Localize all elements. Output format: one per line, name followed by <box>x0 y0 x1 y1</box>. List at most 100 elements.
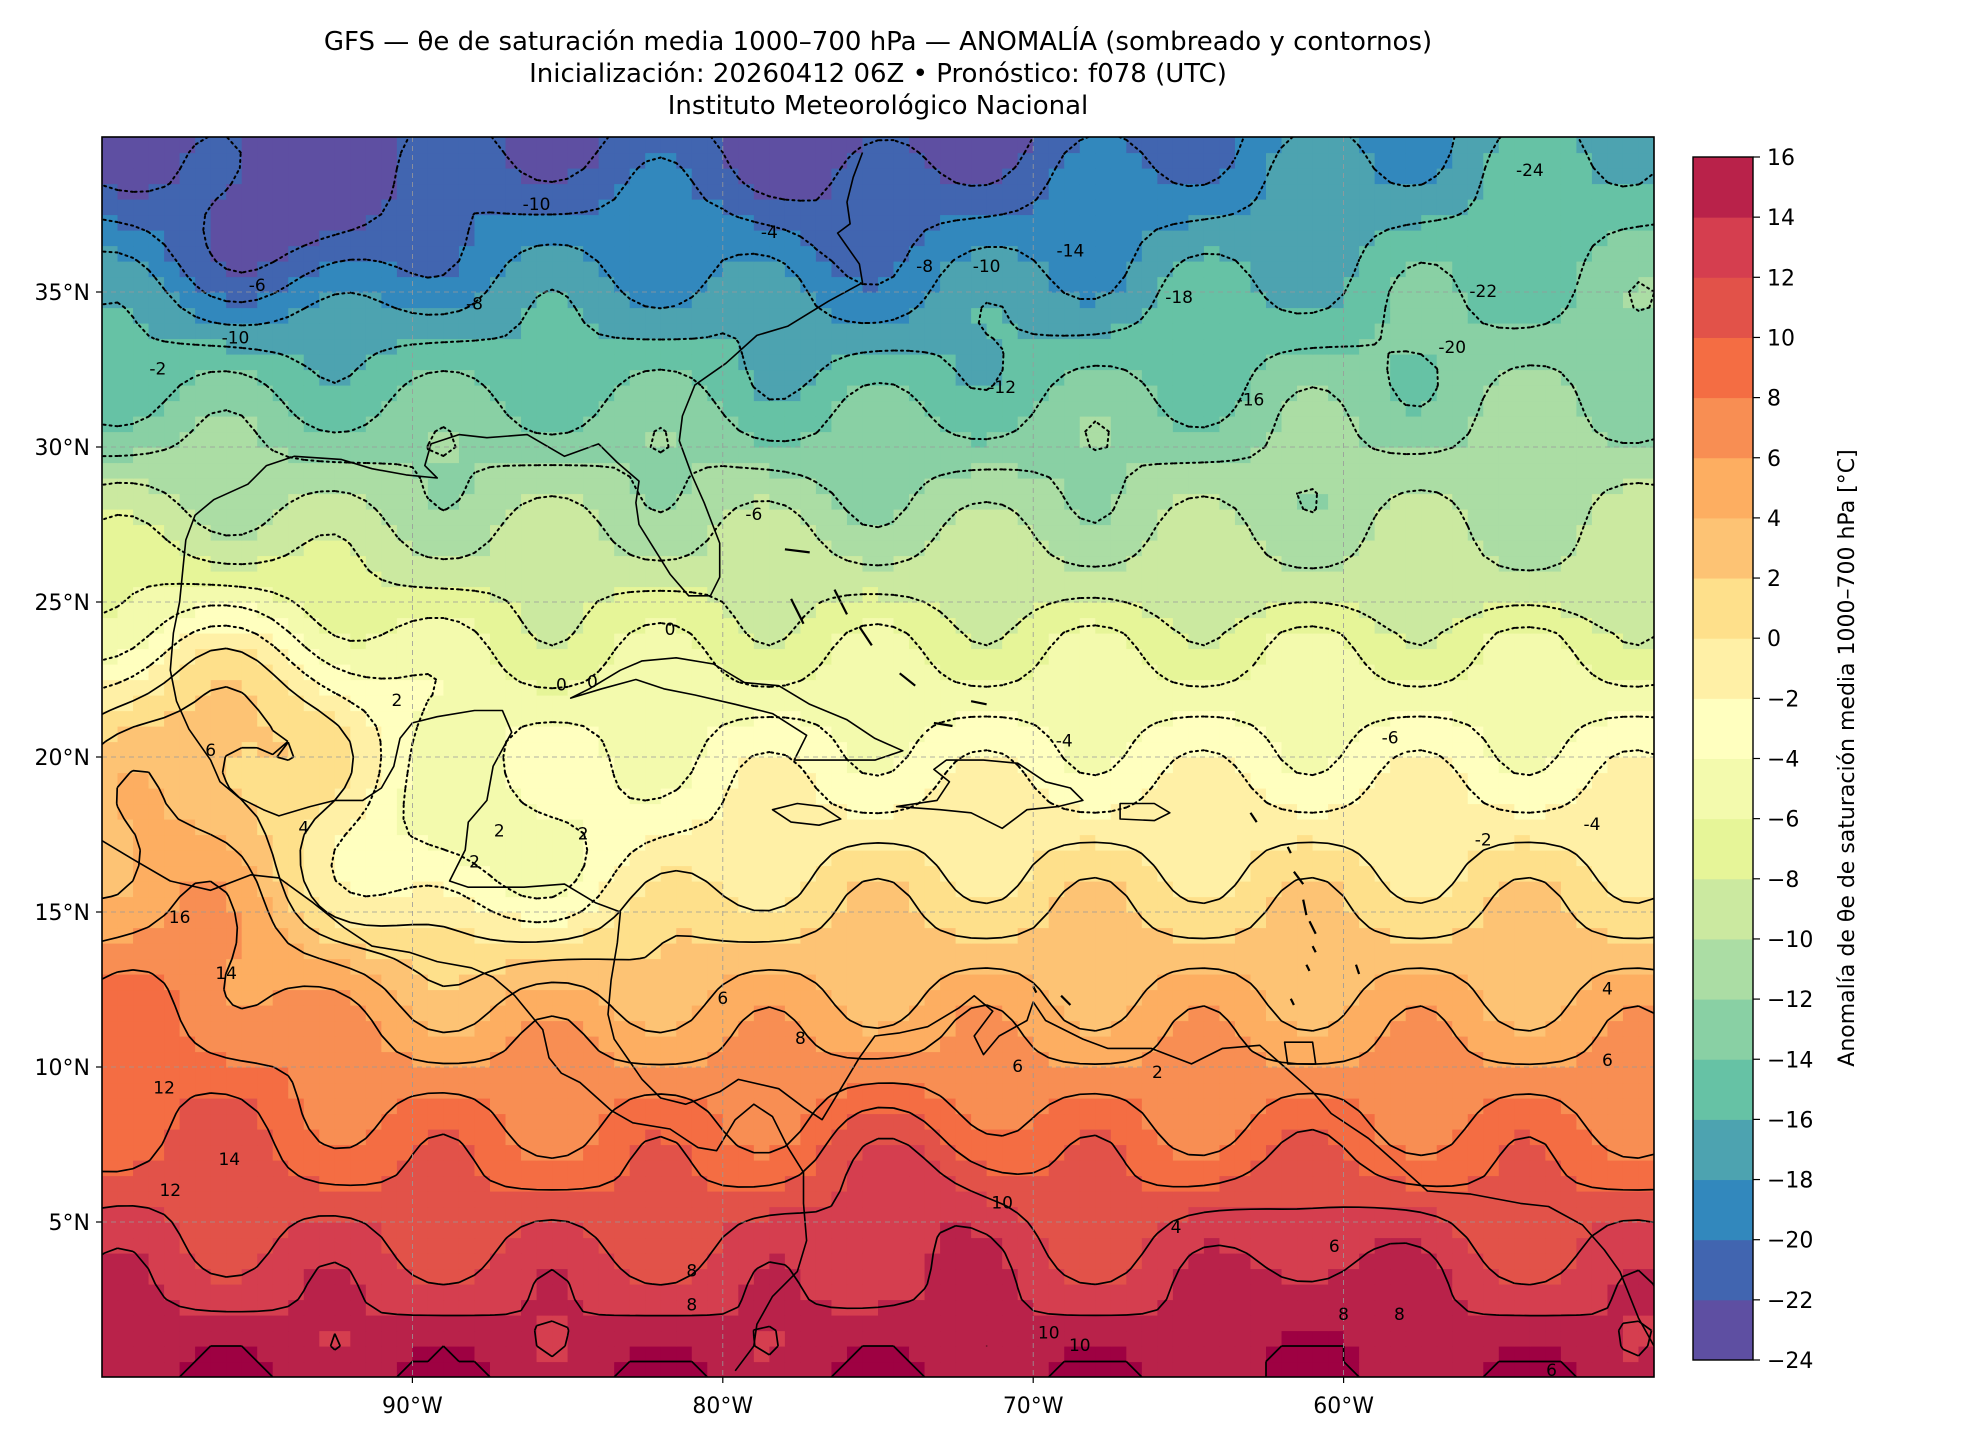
anomaly-cell <box>1467 1315 1484 1332</box>
anomaly-cell <box>536 1222 553 1239</box>
anomaly-cell <box>210 1113 227 1130</box>
anomaly-cell <box>412 1098 429 1115</box>
anomaly-cell <box>753 1067 770 1084</box>
anomaly-cell <box>940 1051 957 1068</box>
anomaly-cell <box>1188 1082 1205 1099</box>
anomaly-cell <box>272 1036 289 1053</box>
anomaly-cell <box>1281 1113 1298 1130</box>
anomaly-cell <box>257 850 274 867</box>
anomaly-cell <box>210 1144 227 1161</box>
anomaly-cell <box>1312 726 1329 743</box>
anomaly-cell <box>1064 1253 1081 1270</box>
anomaly-cell <box>1250 958 1267 975</box>
anomaly-cell <box>1110 695 1127 712</box>
anomaly-cell <box>241 1315 258 1332</box>
anomaly-cell <box>1374 819 1391 836</box>
anomaly-cell <box>1219 943 1236 960</box>
anomaly-cell <box>1172 726 1189 743</box>
anomaly-cell <box>1529 757 1546 774</box>
anomaly-cell <box>1002 834 1019 851</box>
anomaly-cell <box>815 1067 833 1084</box>
anomaly-cell <box>1591 726 1609 743</box>
anomaly-cell <box>862 772 879 789</box>
anomaly-cell <box>1514 648 1531 665</box>
anomaly-cell <box>955 881 972 898</box>
anomaly-cell <box>831 850 848 867</box>
anomaly-cell <box>629 958 646 975</box>
anomaly-cell <box>1188 943 1205 960</box>
anomaly-cell <box>474 1005 491 1022</box>
anomaly-cell <box>505 1191 522 1208</box>
anomaly-cell <box>179 1160 196 1177</box>
anomaly-cell <box>1266 865 1283 882</box>
anomaly-cell <box>1297 679 1314 696</box>
anomaly-cell <box>1281 943 1298 960</box>
anomaly-cell <box>1576 772 1593 789</box>
anomaly-cell <box>753 1299 770 1316</box>
anomaly-cell <box>536 633 553 650</box>
anomaly-cell <box>1172 741 1189 758</box>
anomaly-cell <box>955 1361 972 1377</box>
anomaly-cell <box>303 1299 320 1316</box>
anomaly-cell <box>1002 726 1019 743</box>
anomaly-cell <box>1607 617 1624 634</box>
anomaly-cell <box>878 881 895 898</box>
anomaly-cell <box>490 757 507 774</box>
anomaly-cell <box>1219 1222 1236 1239</box>
anomaly-cell <box>1436 881 1453 898</box>
anomaly-cell <box>1529 772 1546 789</box>
anomaly-cell <box>878 1253 895 1270</box>
anomaly-cell <box>490 896 507 913</box>
anomaly-cell <box>1483 1222 1500 1239</box>
anomaly-cell <box>179 741 196 758</box>
anomaly-cell <box>1266 664 1283 681</box>
anomaly-cell <box>1312 896 1329 913</box>
anomaly-cell <box>288 1051 305 1068</box>
anomaly-cell <box>1250 1129 1267 1146</box>
anomaly-cell <box>753 695 770 712</box>
anomaly-cell <box>1188 1315 1205 1332</box>
anomaly-cell <box>1203 602 1221 619</box>
anomaly-cell <box>1064 1098 1081 1115</box>
anomaly-cell <box>1607 1299 1624 1316</box>
anomaly-cell <box>893 865 910 882</box>
anomaly-cell <box>862 865 879 882</box>
anomaly-cell <box>800 1222 817 1239</box>
anomaly-cell <box>1514 726 1531 743</box>
anomaly-cell <box>986 1346 1003 1363</box>
anomaly-cell <box>381 1330 398 1347</box>
anomaly-cell <box>1157 1206 1174 1223</box>
anomaly-cell <box>365 865 382 882</box>
anomaly-cell <box>645 1160 662 1177</box>
anomaly-cell <box>1529 1144 1546 1161</box>
anomaly-cell <box>909 881 926 898</box>
anomaly-cell <box>583 943 600 960</box>
anomaly-cell <box>784 695 801 712</box>
anomaly-cell <box>164 834 181 851</box>
anomaly-cell <box>1607 695 1624 712</box>
anomaly-cell <box>583 1005 600 1022</box>
anomaly-cell <box>350 865 367 882</box>
anomaly-cell <box>505 1036 522 1053</box>
anomaly-cell <box>1126 1237 1143 1254</box>
anomaly-cell <box>443 1067 460 1084</box>
anomaly-cell <box>1017 633 1034 650</box>
anomaly-cell <box>195 1330 212 1347</box>
anomaly-cell <box>1281 881 1298 898</box>
anomaly-cell <box>815 1299 833 1316</box>
anomaly-cell <box>1017 1175 1034 1192</box>
anomaly-cell <box>288 865 305 882</box>
anomaly-cell <box>1297 927 1314 944</box>
anomaly-cell <box>1638 989 1654 1006</box>
anomaly-cell <box>707 1206 724 1223</box>
anomaly-cell <box>1607 1237 1624 1254</box>
anomaly-cell <box>691 803 708 820</box>
anomaly-cell <box>831 927 848 944</box>
anomaly-cell <box>831 1005 848 1022</box>
anomaly-cell <box>909 772 926 789</box>
anomaly-cell <box>1343 989 1360 1006</box>
anomaly-cell <box>862 896 879 913</box>
anomaly-cell <box>955 757 972 774</box>
anomaly-cell <box>1203 1268 1221 1285</box>
anomaly-cell <box>1591 1129 1609 1146</box>
